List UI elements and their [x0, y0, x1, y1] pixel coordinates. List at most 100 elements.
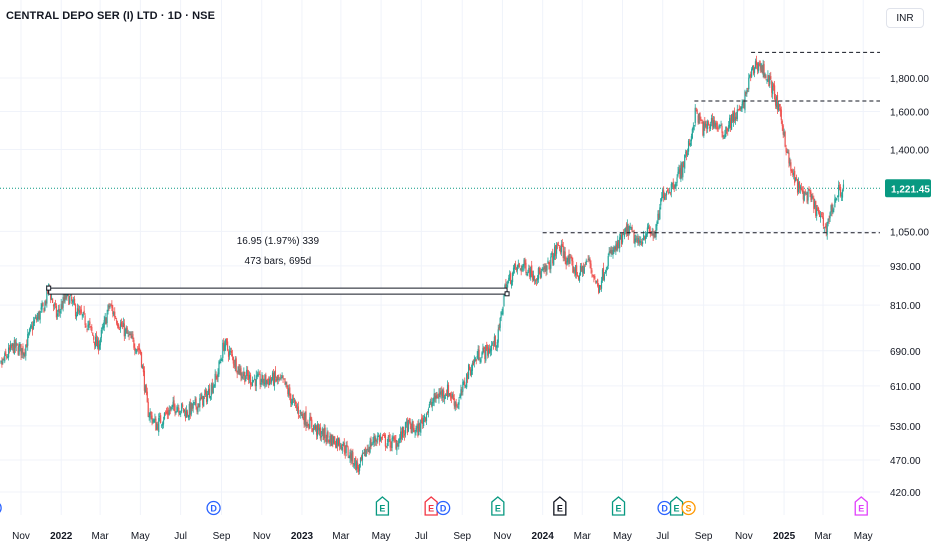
candle-body: [535, 279, 538, 281]
candle-body: [486, 345, 488, 349]
candle-body: [759, 62, 761, 71]
candle-body: [772, 85, 774, 95]
candle: [176, 405, 178, 413]
candle-body: [665, 191, 668, 196]
candle-body: [281, 376, 283, 378]
split-icon[interactable]: S: [681, 500, 696, 516]
candle: [314, 423, 317, 432]
candle-body: [370, 439, 372, 447]
candle-body: [344, 450, 346, 454]
candle: [772, 81, 774, 100]
candle-body: [555, 245, 557, 256]
candle-body: [112, 307, 114, 315]
candle: [489, 344, 491, 354]
candle-body: [107, 305, 109, 312]
candle: [337, 437, 340, 447]
candle: [179, 410, 181, 416]
candle: [752, 65, 754, 71]
candle: [620, 232, 622, 240]
candle: [611, 246, 613, 255]
currency-button[interactable]: INR: [886, 8, 924, 28]
candle: [515, 267, 518, 273]
candle: [201, 392, 203, 400]
candle-body: [559, 248, 561, 253]
candle: [512, 264, 515, 276]
candle: [458, 396, 460, 410]
candle: [841, 188, 844, 202]
candle-body: [487, 347, 489, 356]
candle-body: [446, 384, 449, 398]
candle: [520, 265, 522, 276]
candle: [664, 192, 666, 201]
candle: [576, 262, 578, 279]
candle-body: [27, 334, 29, 346]
candle-body: [724, 134, 726, 139]
candle: [51, 298, 54, 304]
candle-body: [56, 313, 58, 317]
dividend-icon[interactable]: D: [436, 500, 451, 516]
candle-body: [367, 448, 369, 451]
candle: [221, 357, 223, 361]
candle-body: [65, 295, 67, 299]
candle: [292, 394, 295, 403]
candle-body: [323, 428, 325, 439]
candle-body: [172, 401, 174, 408]
candle: [374, 433, 376, 447]
candle-body: [531, 265, 533, 276]
candle-body: [542, 268, 544, 271]
dividend-icon[interactable]: D: [0, 502, 2, 515]
dividend-icon[interactable]: D: [206, 500, 221, 516]
measure-range-box[interactable]: [48, 287, 508, 295]
time-axis-label: 2023: [291, 531, 314, 542]
candle-body: [337, 438, 340, 446]
time-axis-label: Sep: [213, 531, 231, 542]
candle: [685, 149, 687, 158]
candle: [489, 345, 492, 357]
measure-handle-right[interactable]: [504, 291, 510, 297]
candle-body: [313, 425, 315, 430]
candle-body: [574, 268, 576, 274]
time-axis[interactable]: Nov 2022 Mar May Jul Sep Nov 2023 Mar May Jul Sep No…: [12, 531, 873, 542]
candle: [613, 245, 615, 255]
candle-body: [75, 314, 78, 318]
candle: [72, 299, 74, 307]
earnings-icon[interactable]: E: [375, 496, 390, 516]
price-axis[interactable]: 1,800.001,600.001,400.001,050.00930.0081…: [890, 74, 929, 499]
candle: [760, 62, 762, 73]
candle-body: [7, 347, 10, 358]
earnings-icon[interactable]: E: [553, 496, 567, 516]
candle: [35, 314, 37, 323]
candle-body: [577, 275, 580, 280]
earnings-icon[interactable]: E: [424, 496, 438, 516]
candle-body: [765, 75, 767, 79]
candle-body: [657, 213, 659, 224]
measure-handle-left[interactable]: [46, 285, 52, 291]
candle-body: [492, 345, 495, 346]
candle-body: [536, 278, 539, 281]
candle: [736, 104, 738, 122]
candle-body: [159, 415, 161, 418]
dividend-icon[interactable]: D: [657, 500, 672, 516]
earnings-icon[interactable]: E: [611, 496, 626, 516]
candle: [768, 74, 770, 87]
candle-body: [498, 327, 500, 330]
candle: [740, 106, 742, 112]
earnings-icon[interactable]: E: [669, 496, 684, 516]
candle: [251, 376, 254, 387]
candle: [548, 261, 550, 270]
earnings-icon[interactable]: E: [491, 496, 505, 516]
candle-body: [655, 224, 657, 238]
candle-body: [719, 126, 721, 128]
candle-body: [158, 417, 160, 433]
candle: [305, 406, 307, 431]
candle-body: [420, 419, 422, 433]
earnings-icon[interactable]: E: [854, 496, 868, 516]
candle: [813, 195, 815, 214]
candle: [814, 198, 816, 210]
candle-body: [70, 294, 72, 296]
candle: [808, 186, 810, 191]
candle: [77, 304, 80, 315]
candle-body: [51, 298, 54, 304]
